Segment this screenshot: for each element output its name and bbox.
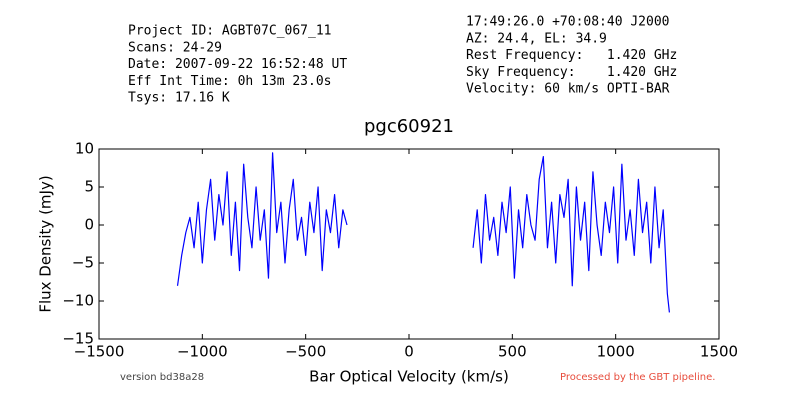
info-line: AZ: 24.4, EL: 34.9 xyxy=(466,31,607,46)
y-tick-label: 0 xyxy=(84,216,94,234)
pipeline-note: Processed by the GBT pipeline. xyxy=(560,372,715,383)
y-tick-label: 5 xyxy=(84,178,94,196)
x-tick-label: 500 xyxy=(498,343,527,361)
x-tick-label: 1500 xyxy=(700,343,738,361)
info-line: Velocity: 60 km/s OPTI-BAR xyxy=(466,82,670,97)
x-tick-label: −500 xyxy=(285,343,326,361)
spectrum-line xyxy=(176,152,670,313)
info-line: Rest Frequency: 1.420 GHz xyxy=(466,48,677,63)
y-axis-label: Flux Density (mJy) xyxy=(37,175,55,312)
x-tick-label: −1500 xyxy=(74,343,125,361)
y-tick-label: 10 xyxy=(75,140,94,158)
x-tick-label: 1000 xyxy=(597,343,635,361)
info-line: Sky Frequency: 1.420 GHz xyxy=(466,65,677,80)
y-tick-label: −5 xyxy=(72,254,94,272)
y-tick-label: −10 xyxy=(62,292,94,310)
x-tick-label: 0 xyxy=(404,343,414,361)
info-line: 17:49:26.0 +70:08:40 J2000 xyxy=(466,15,670,30)
info-line: Project ID: AGBT07C_067_11 xyxy=(128,24,332,39)
x-axis-label: Bar Optical Velocity (km/s) xyxy=(309,368,509,386)
y-tick-label: −15 xyxy=(62,330,94,348)
info-line: Eff Int Time: 0h 13m 23.0s xyxy=(128,74,332,89)
info-line: Tsys: 17.16 K xyxy=(128,91,230,106)
x-tick-label: −1000 xyxy=(177,343,228,361)
info-line: Scans: 24-29 xyxy=(128,40,222,55)
info-line: Date: 2007-09-22 16:52:48 UT xyxy=(128,57,347,72)
plot-frame xyxy=(98,148,720,340)
chart-title: pgc60921 xyxy=(364,116,454,137)
version: version bd38a28 xyxy=(120,372,204,383)
